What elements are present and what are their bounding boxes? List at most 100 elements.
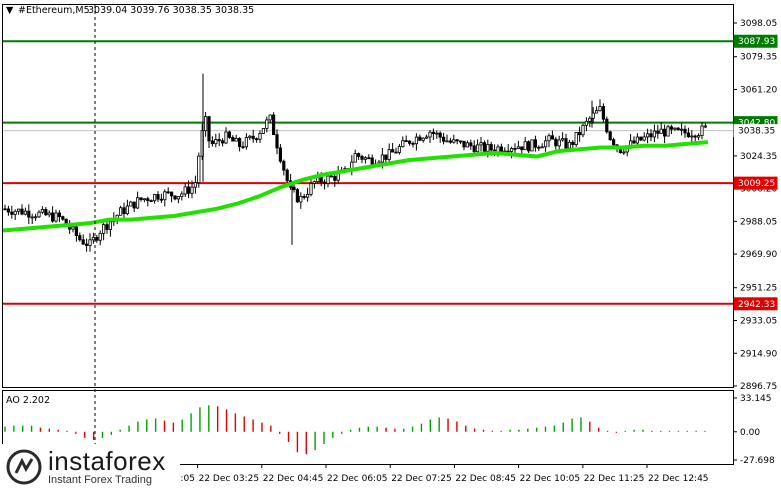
indicator-tick-label: -27.698 <box>740 456 775 466</box>
candle-body <box>275 134 279 149</box>
candle-body <box>251 135 255 140</box>
candle-body <box>595 110 599 114</box>
chart-ohlc: 3039.04 3039.76 3038.35 3038.35 <box>88 5 254 16</box>
candle-body <box>544 140 548 148</box>
candle-body <box>686 132 691 138</box>
candle-body <box>176 196 180 200</box>
candle-body <box>169 191 174 197</box>
candle-body <box>210 140 214 145</box>
candle-body <box>509 148 514 152</box>
candle-body <box>326 175 330 184</box>
candle-body <box>540 146 544 149</box>
time-tick-label: 22 Dec 03:25 <box>199 474 260 484</box>
price-tick-label: 2988.05 <box>740 217 777 227</box>
candle-body <box>353 153 357 163</box>
candle-body <box>78 235 82 241</box>
price-tick-label: 3098.05 <box>740 19 777 29</box>
candle-body <box>690 135 694 138</box>
level-tag-label: 2942.33 <box>738 300 775 310</box>
candle-body <box>642 136 646 141</box>
candle-body <box>401 140 405 147</box>
candle-body <box>173 195 177 200</box>
candle-body <box>163 191 167 201</box>
candle-body <box>397 146 402 153</box>
candle-body <box>261 128 266 134</box>
indicator-title: AO 2.202 <box>6 395 50 406</box>
candle-body <box>370 157 374 166</box>
price-tick-label: 3079.35 <box>740 53 777 63</box>
candle-body <box>244 137 248 148</box>
candle-body <box>578 132 582 136</box>
candle-body <box>180 193 184 197</box>
candle-body <box>520 146 524 151</box>
candle-body <box>44 209 48 216</box>
candle-body <box>16 208 21 212</box>
candle-body <box>268 114 272 121</box>
candle-body <box>254 138 259 141</box>
candle-body <box>567 141 572 149</box>
candle-body <box>632 140 636 144</box>
candle-body <box>265 119 269 129</box>
candle-body <box>418 136 422 141</box>
candle-body <box>302 196 306 198</box>
candle-body <box>10 211 14 215</box>
moving-average <box>2 140 709 233</box>
candle-body <box>387 149 391 160</box>
candle-body <box>441 136 446 142</box>
candle-body <box>435 132 439 135</box>
candle-body <box>95 236 99 241</box>
price-tick-label: 2951.25 <box>740 284 777 294</box>
indicator-tick-label: 33.145 <box>740 394 772 404</box>
candle-body <box>561 138 565 141</box>
candle-body <box>438 132 442 138</box>
candle-body <box>360 156 364 160</box>
candle-body <box>309 183 313 195</box>
candle-body <box>146 198 150 202</box>
candle-body <box>390 149 395 153</box>
candle-body <box>428 131 432 138</box>
candle-body <box>285 169 289 182</box>
candle-body <box>499 146 504 153</box>
candle-body <box>472 145 476 153</box>
candle-body <box>455 139 459 142</box>
ma-line <box>2 140 709 233</box>
candle-body <box>312 181 317 184</box>
level-tag-label: 3038.35 <box>738 127 775 137</box>
candle-body <box>23 210 28 215</box>
chart-menu-icon[interactable]: ▼ <box>6 5 14 16</box>
time-tick-label: 22 Dec 12:45 <box>648 474 709 484</box>
candle-body <box>74 226 78 237</box>
candle-body <box>394 151 398 154</box>
candle-body <box>159 198 163 201</box>
candle-body <box>98 232 102 241</box>
candle-body <box>462 140 466 148</box>
candle-body <box>299 196 303 203</box>
candle-body <box>142 198 146 201</box>
candle-body <box>122 207 126 215</box>
level-tag-bg <box>733 34 778 48</box>
candle-body <box>414 136 419 145</box>
candle-body <box>129 201 133 207</box>
candle-body <box>88 239 92 246</box>
candle-body <box>564 138 568 149</box>
candle-body <box>703 125 708 128</box>
candle-body <box>85 243 89 246</box>
candle-body <box>697 135 701 138</box>
candle-body <box>156 194 160 200</box>
candle-body <box>30 216 34 219</box>
candle-body <box>40 209 45 213</box>
candle-body <box>550 135 555 140</box>
candle-body <box>190 186 194 194</box>
candle-body <box>139 197 143 201</box>
candle-body <box>54 212 58 222</box>
candle-body <box>557 139 561 147</box>
candle-body <box>214 139 218 145</box>
time-tick-label: 22 Dec 08:45 <box>455 474 516 484</box>
candle-body <box>588 117 592 122</box>
candle-body <box>380 154 385 163</box>
candle-body <box>220 140 225 144</box>
time-tick-label: 22 Dec 07:25 <box>391 474 452 484</box>
candle-body <box>513 148 517 150</box>
candle-body <box>217 139 221 142</box>
